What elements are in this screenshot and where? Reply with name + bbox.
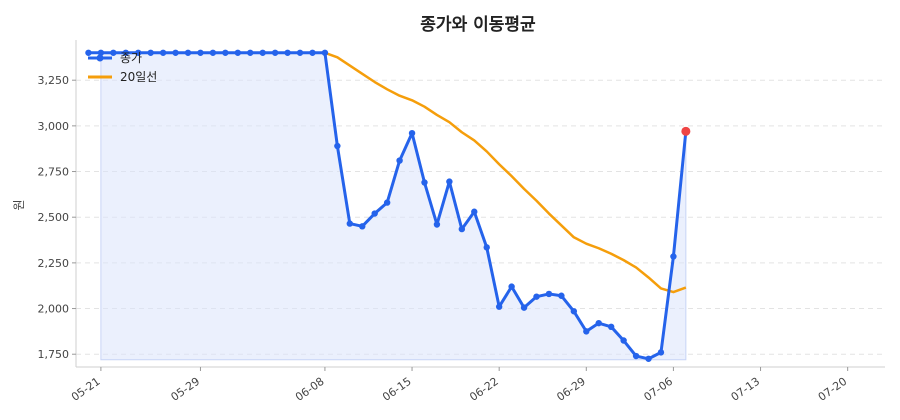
close-point [533, 293, 540, 300]
close-point [620, 337, 627, 344]
close-point [222, 49, 229, 56]
close-point [558, 292, 565, 299]
x-tick-label: 07-20 [816, 375, 850, 404]
legend-close-marker [96, 54, 104, 62]
y-tick-label: 1,750 [38, 348, 70, 361]
close-point [570, 308, 578, 315]
close-point [122, 49, 129, 56]
close-point [321, 49, 329, 56]
y-tick-label: 2,250 [38, 257, 70, 270]
close-point [483, 244, 490, 251]
close-point [433, 221, 441, 228]
close-point [209, 49, 217, 56]
close-point [247, 49, 254, 56]
x-tick-label: 07-13 [729, 375, 763, 404]
close-point [271, 49, 279, 56]
close-point [159, 49, 167, 56]
close-point [172, 49, 179, 56]
x-tick-label: 05-29 [169, 375, 203, 404]
y-tick-label: 3,250 [38, 74, 70, 87]
close-point [657, 349, 665, 356]
x-tick-label: 07-06 [641, 375, 675, 404]
close-point [471, 208, 478, 215]
x-ticks: 05-21 05-29 06-08 06-15 06-22 06-29 07-06 07-13… [69, 367, 849, 404]
y-tick-label: 3,000 [38, 120, 70, 133]
close-point [334, 142, 341, 150]
close-point [309, 49, 316, 56]
close-point [421, 179, 428, 186]
close-point [284, 49, 291, 56]
close-point [383, 199, 391, 206]
legend-close-label: 종가 [120, 51, 142, 65]
close-point [147, 49, 154, 56]
chart-title: 종가와 이동평균 [420, 15, 536, 35]
y-axis-label: 원 [12, 199, 26, 210]
close-point [583, 328, 590, 335]
area-fill [100, 52, 687, 361]
y-ticks: 1,750 2,000 2,250 2,500 2,750 3,000 3,250 [38, 74, 76, 361]
series [85, 49, 691, 362]
close-point [632, 352, 640, 360]
x-tick-label: 06-22 [467, 375, 501, 404]
close-point [135, 49, 142, 56]
legend-ma-label: 20일선 [120, 70, 157, 84]
close-point [495, 303, 503, 310]
last-close-point [681, 126, 691, 136]
close-point [645, 355, 652, 362]
close-point [408, 129, 416, 137]
x-tick-label: 06-08 [293, 375, 327, 404]
close-point [110, 49, 117, 56]
close-point [97, 49, 105, 56]
x-tick-label: 06-29 [554, 375, 588, 404]
close-point [197, 49, 204, 56]
close-point [346, 220, 354, 227]
close-point [184, 49, 192, 56]
y-tick-label: 2,500 [38, 211, 70, 224]
close-point [371, 210, 378, 217]
close-point [396, 157, 403, 164]
y-tick-label: 2,750 [38, 166, 70, 179]
close-point [607, 323, 615, 331]
x-tick-label: 05-21 [69, 375, 103, 404]
y-tick-label: 2,000 [38, 303, 70, 316]
close-point [259, 49, 266, 56]
close-point [508, 283, 515, 290]
close-point [296, 49, 304, 56]
close-point [458, 225, 466, 233]
legend: 종가 20일선 [88, 51, 157, 84]
close-point [545, 290, 553, 298]
close-point [595, 319, 602, 327]
close-point [234, 49, 241, 56]
close-point [359, 223, 366, 230]
close-point [446, 178, 453, 185]
close-point [520, 304, 528, 311]
x-tick-label: 06-15 [380, 375, 414, 404]
close-point [85, 49, 92, 56]
close-area [100, 52, 687, 361]
close-point [670, 253, 677, 260]
